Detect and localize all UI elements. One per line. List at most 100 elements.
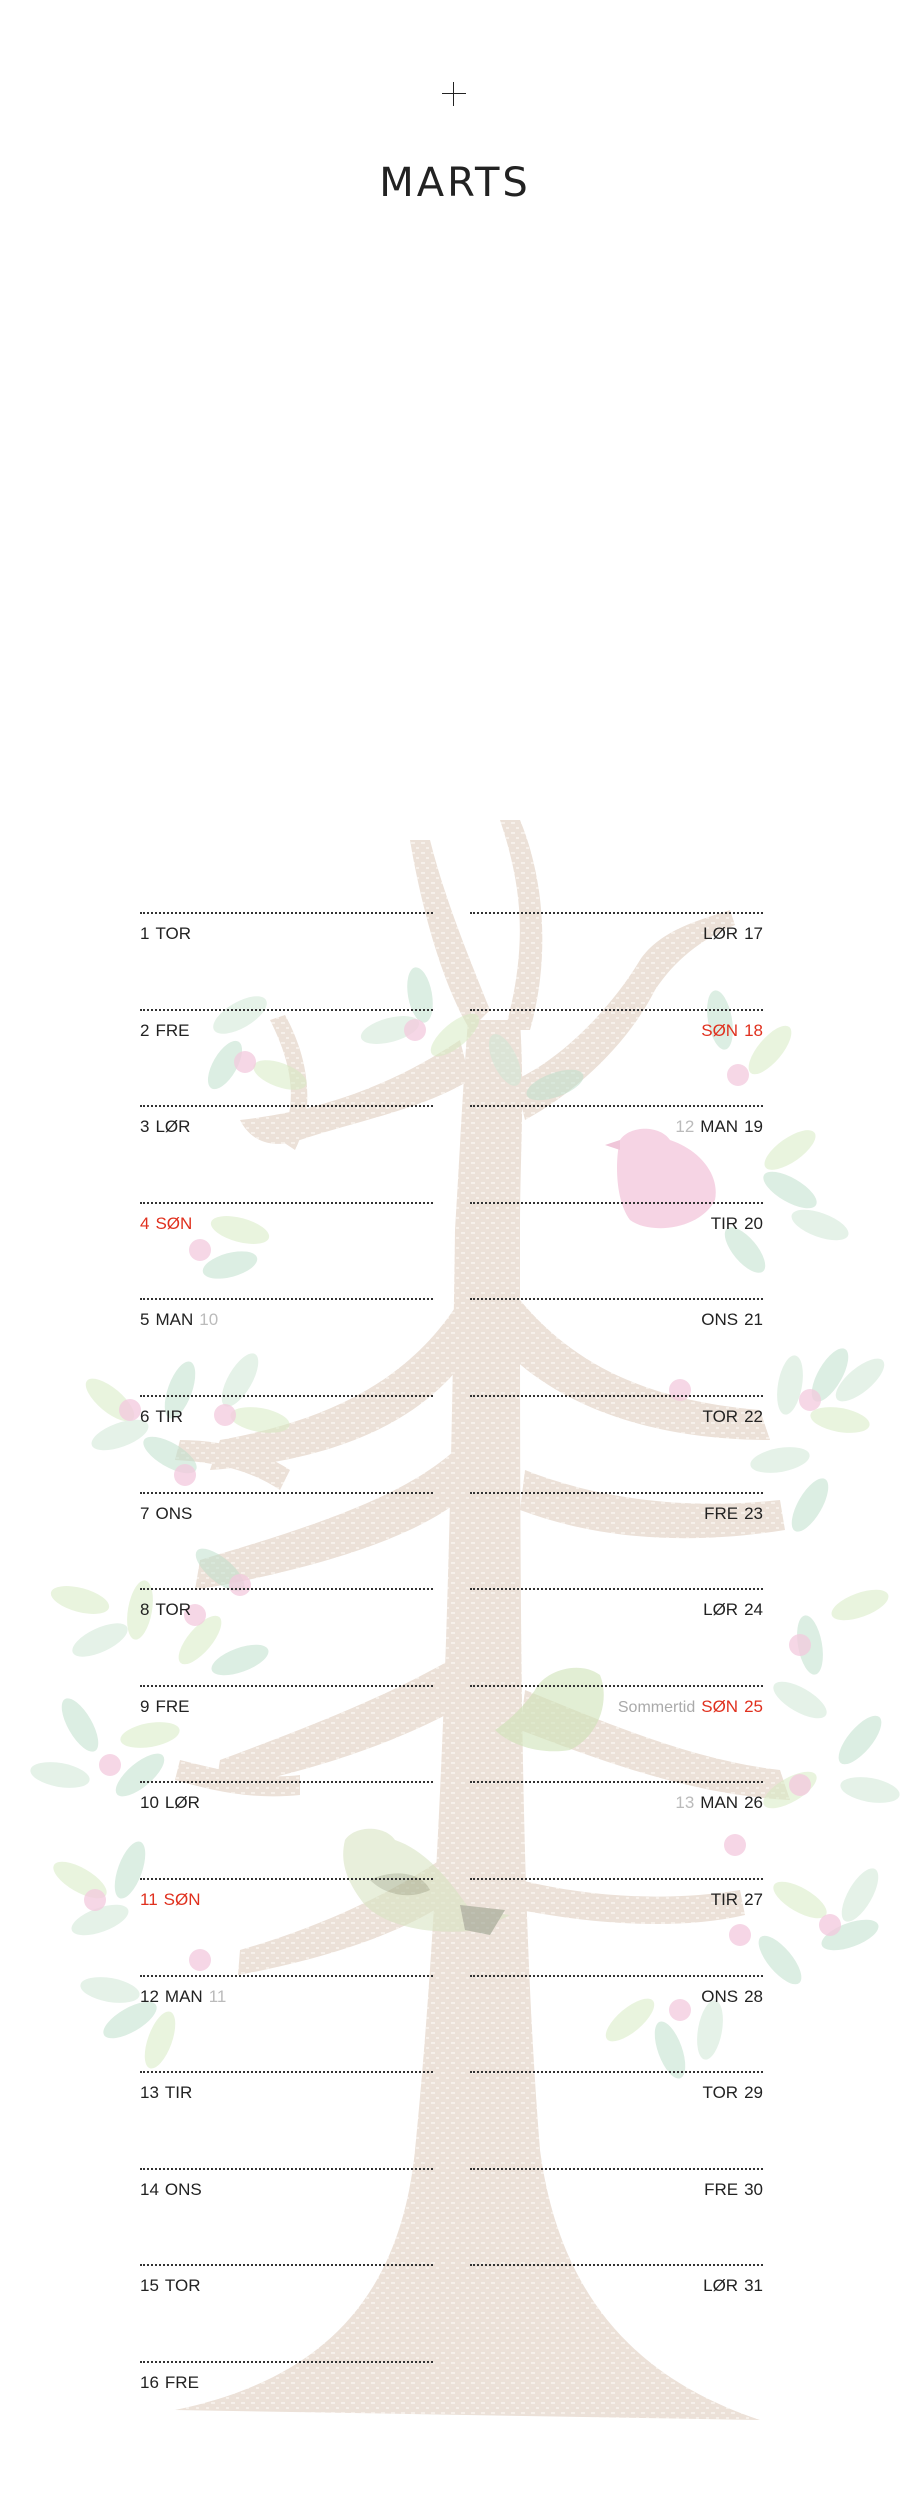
weekday-name: TIR <box>155 1407 183 1426</box>
day-row[interactable]: 4 SØN <box>140 1201 433 1298</box>
day-row[interactable]: 12 MAN 11 <box>140 1974 433 2071</box>
day-row[interactable]: 8 TOR <box>140 1588 433 1684</box>
day-number: 26 <box>744 1793 763 1813</box>
day-label: 8 TOR <box>140 1600 197 1620</box>
day-row[interactable]: 3 LØR <box>140 1105 433 1201</box>
day-row[interactable]: 13 MAN 26 <box>470 1781 763 1877</box>
weekday-name: FRE <box>155 1020 190 1040</box>
day-number: 7 <box>140 1503 150 1523</box>
day-label: 4 SØN <box>140 1214 198 1234</box>
day-row[interactable]: 10 LØR <box>140 1781 433 1877</box>
day-number: 24 <box>744 1600 763 1620</box>
weekday-name: FRE <box>704 1503 739 1523</box>
day-label: 12 MAN 19 <box>669 1117 763 1137</box>
day-row[interactable]: TOR 29 <box>470 2071 763 2167</box>
weekday-name: ONS <box>155 1503 193 1523</box>
day-number: 17 <box>744 924 763 943</box>
weekday-name: LØR <box>164 1793 200 1813</box>
weekday-name: LØR <box>155 1117 191 1137</box>
day-number: 1 <box>140 924 150 943</box>
day-number: 27 <box>744 1890 763 1909</box>
day-row[interactable]: 11 SØN <box>140 1878 433 1974</box>
day-number: 20 <box>744 1213 763 1233</box>
day-row[interactable]: 12 MAN 19 <box>470 1105 763 1201</box>
week-number: 10 <box>199 1310 219 1330</box>
day-row[interactable]: TIR 20 <box>470 1201 763 1298</box>
day-number: 2 <box>140 1020 150 1040</box>
weekday-name: ONS <box>164 2179 202 2199</box>
day-row[interactable]: TIR 27 <box>470 1878 763 1974</box>
day-number: 30 <box>744 2179 763 2199</box>
day-row[interactable]: 7 ONS <box>140 1491 433 1588</box>
day-note: Sommertid <box>617 1698 696 1716</box>
day-row[interactable]: 6 TIR <box>140 1395 433 1491</box>
day-number: 22 <box>744 1407 763 1426</box>
day-number: 31 <box>744 2276 763 2296</box>
month-title: MARTS <box>379 160 531 206</box>
weekday-name: LØR <box>703 1600 739 1620</box>
weekday-name: SØN <box>701 1696 739 1716</box>
day-label: 15 TOR <box>140 2276 207 2296</box>
day-number: 25 <box>744 1696 763 1716</box>
day-row[interactable]: FRE 30 <box>470 2167 763 2264</box>
day-number: 18 <box>744 1020 763 1040</box>
day-label: 9 FRE <box>140 1697 195 1717</box>
day-row[interactable]: 13 TIR <box>140 2071 433 2167</box>
weekday-name: ONS <box>701 1986 739 2006</box>
day-number: 13 <box>140 2083 159 2103</box>
weekday-name: TOR <box>164 2276 201 2296</box>
day-row[interactable]: 16 FRE <box>140 2361 433 2457</box>
day-row[interactable]: SØN 18 <box>470 1008 763 1105</box>
weekday-name: MAN <box>164 1986 203 2006</box>
day-row[interactable]: 2 FRE <box>140 1008 433 1105</box>
day-number: 29 <box>744 2083 763 2103</box>
weekday-name: LØR <box>703 2276 739 2296</box>
day-number: 15 <box>140 2276 159 2296</box>
day-number: 23 <box>744 1503 763 1523</box>
day-label: 14 ONS <box>140 2180 208 2200</box>
day-label: TIR 20 <box>705 1214 763 1234</box>
day-row[interactable]: ONS 21 <box>470 1298 763 1394</box>
day-label: 2 FRE <box>140 1021 195 1041</box>
day-row[interactable]: 5 MAN 10 <box>140 1298 433 1394</box>
day-label: SØN 18 <box>695 1021 763 1041</box>
day-label: LØR 31 <box>697 2276 763 2296</box>
day-row[interactable]: TOR 22 <box>470 1395 763 1491</box>
week-number: 11 <box>208 1986 227 2006</box>
day-row[interactable]: Sommertid SØN 25 <box>470 1684 763 1781</box>
day-label: 5 MAN 10 <box>140 1310 224 1330</box>
day-number: 28 <box>744 1986 763 2006</box>
day-label: 16 FRE <box>140 2373 205 2393</box>
day-number: 4 <box>140 1213 150 1233</box>
day-number: 16 <box>140 2373 159 2392</box>
day-number: 6 <box>140 1407 150 1426</box>
day-label: LØR 24 <box>697 1600 763 1620</box>
day-number: 9 <box>140 1696 150 1716</box>
day-number: 14 <box>140 2179 159 2199</box>
day-label: Sommertid SØN 25 <box>612 1697 763 1717</box>
day-row[interactable]: LØR 17 <box>470 912 763 1008</box>
day-number: 8 <box>140 1600 150 1620</box>
weekday-name: TIR <box>164 2083 193 2103</box>
day-label: FRE 23 <box>698 1504 763 1524</box>
day-label: 12 MAN 11 <box>140 1987 232 2007</box>
day-number: 11 <box>140 1890 158 1909</box>
day-row[interactable]: LØR 31 <box>470 2264 763 2360</box>
day-row[interactable]: LØR 24 <box>470 1588 763 1684</box>
weekday-name: FRE <box>155 1696 190 1716</box>
day-number: 12 <box>140 1986 159 2006</box>
weekday-name: FRE <box>164 2373 199 2392</box>
day-row[interactable]: 14 ONS <box>140 2167 433 2264</box>
day-row[interactable]: 1 TOR <box>140 912 433 1008</box>
day-label: FRE 30 <box>698 2180 763 2200</box>
day-row[interactable]: 9 FRE <box>140 1684 433 1781</box>
day-row[interactable]: FRE 23 <box>470 1491 763 1588</box>
weekday-name: TIR <box>710 1890 739 1909</box>
weekday-name: MAN <box>155 1310 194 1330</box>
day-label: ONS 21 <box>695 1310 763 1330</box>
day-row[interactable]: 15 TOR <box>140 2264 433 2360</box>
day-row[interactable]: ONS 28 <box>470 1974 763 2071</box>
day-number: 21 <box>744 1310 763 1330</box>
day-label: LØR 17 <box>697 924 763 944</box>
